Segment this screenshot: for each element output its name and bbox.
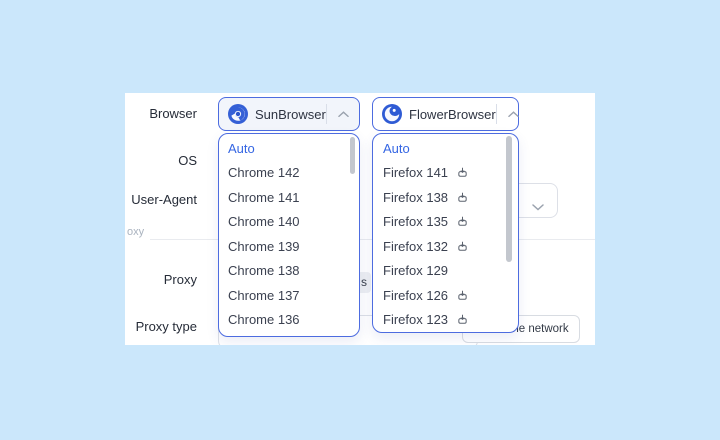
dropdown-item-label: Firefox 123 bbox=[383, 312, 449, 328]
dropdown-item-label: Chrome 141 bbox=[228, 189, 300, 205]
clipped-proxy-section-label: oxy bbox=[127, 226, 145, 238]
dropdown-item-label: Chrome 138 bbox=[228, 263, 300, 279]
sun-browser-select[interactable]: SunBrowser bbox=[218, 97, 360, 131]
dropdown-item[interactable]: Chrome 142 bbox=[219, 161, 359, 186]
dropdown-item[interactable]: Chrome 137 bbox=[219, 283, 359, 308]
dropdown-item-label: Auto bbox=[228, 140, 255, 156]
flower-browser-select[interactable]: FlowerBrowser bbox=[372, 97, 519, 131]
scrollbar-thumb[interactable] bbox=[350, 137, 355, 174]
chevron-up-icon[interactable] bbox=[497, 110, 531, 118]
dropdown-item[interactable]: Firefox 135 bbox=[373, 210, 518, 235]
browser-version-list: Auto Firefox 141 Firefox 138 Firefox 135 … bbox=[373, 134, 518, 332]
dropdown-item-selected[interactable]: Auto bbox=[219, 136, 359, 161]
dropdown-item-label: Firefox 141 bbox=[383, 165, 449, 181]
download-icon bbox=[457, 216, 468, 227]
field-label-proxy: Proxy bbox=[163, 272, 197, 287]
dropdown-item-selected[interactable]: Auto bbox=[373, 136, 518, 161]
scrollbar-thumb[interactable] bbox=[506, 136, 512, 262]
profile-settings-panel: Browser OS User-Agent Proxy Proxy type o… bbox=[125, 93, 595, 345]
chevron-down-icon bbox=[532, 198, 544, 216]
dropdown-item[interactable]: Firefox 123 bbox=[373, 308, 518, 333]
dropdown-item-label: Auto bbox=[383, 140, 410, 156]
dropdown-item[interactable]: Chrome 139 bbox=[219, 234, 359, 259]
dropdown-item[interactable]: Chrome 141 bbox=[219, 185, 359, 210]
dropdown-item[interactable]: Chrome 136 bbox=[219, 308, 359, 333]
chevron-up-icon[interactable] bbox=[327, 110, 361, 118]
browser-version-list: Auto Chrome 142 Chrome 141 Chrome 140 Chrome… bbox=[219, 134, 359, 332]
selected-browser-name: FlowerBrowser bbox=[409, 106, 496, 122]
field-label-os: OS bbox=[178, 153, 197, 168]
dropdown-item-label: Chrome 136 bbox=[228, 312, 300, 328]
flower-browser-dropdown: Auto Firefox 141 Firefox 138 Firefox 135 … bbox=[372, 133, 519, 333]
sun-browser-logo-icon bbox=[228, 104, 248, 124]
dropdown-item-label: Chrome 139 bbox=[228, 238, 300, 254]
button-divider bbox=[495, 104, 497, 124]
dropdown-item-label: Chrome 142 bbox=[228, 165, 300, 181]
selected-browser-name: SunBrowser bbox=[255, 106, 326, 122]
field-label-proxy-type: Proxy type bbox=[135, 319, 197, 334]
dropdown-item[interactable]: Firefox 138 bbox=[373, 185, 518, 210]
dropdown-item-label: Chrome 140 bbox=[228, 214, 300, 230]
field-label-user-agent: User-Agent bbox=[131, 192, 197, 207]
download-icon bbox=[457, 192, 468, 203]
dropdown-item-label: Firefox 126 bbox=[383, 287, 449, 303]
download-icon bbox=[457, 314, 468, 325]
dropdown-item-label: Firefox 138 bbox=[383, 189, 449, 205]
button-divider bbox=[325, 104, 327, 124]
flower-browser-logo-icon bbox=[382, 104, 402, 124]
download-icon bbox=[457, 167, 468, 178]
dropdown-item[interactable]: Firefox 132 bbox=[373, 234, 518, 259]
download-icon bbox=[457, 241, 468, 252]
field-label-browser: Browser bbox=[149, 106, 197, 121]
dropdown-item-label: Chrome 137 bbox=[228, 287, 300, 303]
sun-browser-dropdown: Auto Chrome 142 Chrome 141 Chrome 140 Chrome… bbox=[218, 133, 360, 337]
dropdown-item[interactable]: Firefox 126 bbox=[373, 283, 518, 308]
dropdown-item-label: Firefox 129 bbox=[383, 263, 449, 279]
download-icon bbox=[457, 290, 468, 301]
dropdown-item[interactable]: Chrome 138 bbox=[219, 259, 359, 284]
dropdown-item[interactable]: Firefox 129 bbox=[373, 259, 518, 284]
dropdown-item[interactable]: Chrome 140 bbox=[219, 210, 359, 235]
dropdown-item[interactable]: Firefox 141 bbox=[373, 161, 518, 186]
dropdown-item-label: Firefox 135 bbox=[383, 214, 449, 230]
dropdown-item-label: Firefox 132 bbox=[383, 238, 449, 254]
